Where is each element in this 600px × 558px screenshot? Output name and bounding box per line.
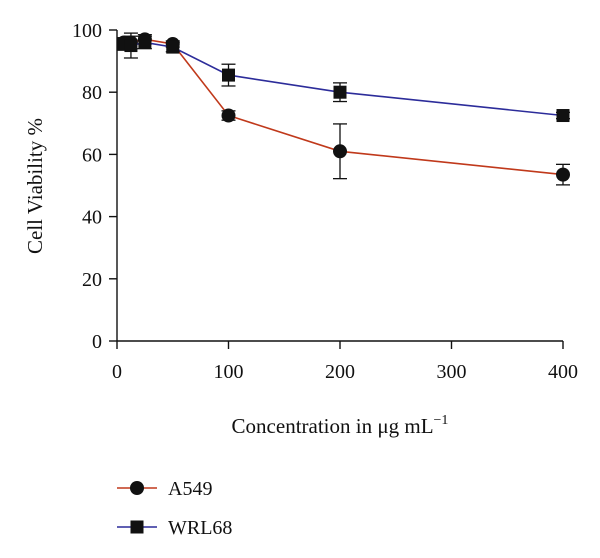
series-wrl68-point	[138, 35, 152, 49]
y-tick-label: 60	[82, 144, 102, 166]
series-wrl68-point	[166, 40, 180, 54]
legend-a549-marker-point	[130, 481, 144, 495]
y-tick-label: 20	[82, 269, 102, 291]
legend-wrl68-label: WRL68	[168, 517, 232, 539]
series-a549-point	[333, 144, 347, 159]
y-tick-label: 40	[82, 207, 102, 229]
x-tick-label: 200	[325, 361, 355, 383]
x-axis-title-text: Concentration in μg mL	[232, 414, 434, 438]
x-tick-label: 400	[548, 361, 578, 383]
y-axis-title: Cell Viability %	[23, 118, 47, 254]
series-wrl68-point	[556, 109, 570, 123]
series-wrl68-line	[123, 41, 564, 117]
series-a549-point	[221, 108, 236, 123]
series-a549-point	[556, 167, 570, 182]
x-tick-label: 300	[437, 361, 467, 383]
legend-item-wrl68: WRL68	[117, 517, 232, 539]
series-wrl68-point	[333, 85, 347, 99]
legend-item-a549: A549	[117, 478, 212, 500]
series-layer	[116, 32, 570, 186]
x-tick-label: 100	[214, 361, 244, 383]
y-tick-label: 0	[92, 331, 102, 353]
x-axis-title-superscript: −1	[434, 413, 449, 428]
legend-a549-label: A549	[168, 478, 212, 500]
x-tick-label: 0	[112, 361, 122, 383]
series-wrl68-point	[222, 68, 235, 82]
series-wrl68-point	[124, 39, 138, 53]
series-wrl68	[116, 32, 570, 123]
axes: 0 20 40 60 80 100 0 100 200 300 400	[72, 20, 578, 383]
y-tick-label: 80	[82, 82, 102, 104]
x-axis-title: Concentration in μg mL−1	[232, 413, 449, 438]
legend: A549 WRL68	[117, 478, 232, 539]
y-tick-label: 100	[72, 20, 102, 42]
legend-wrl68-marker-point	[130, 520, 144, 534]
